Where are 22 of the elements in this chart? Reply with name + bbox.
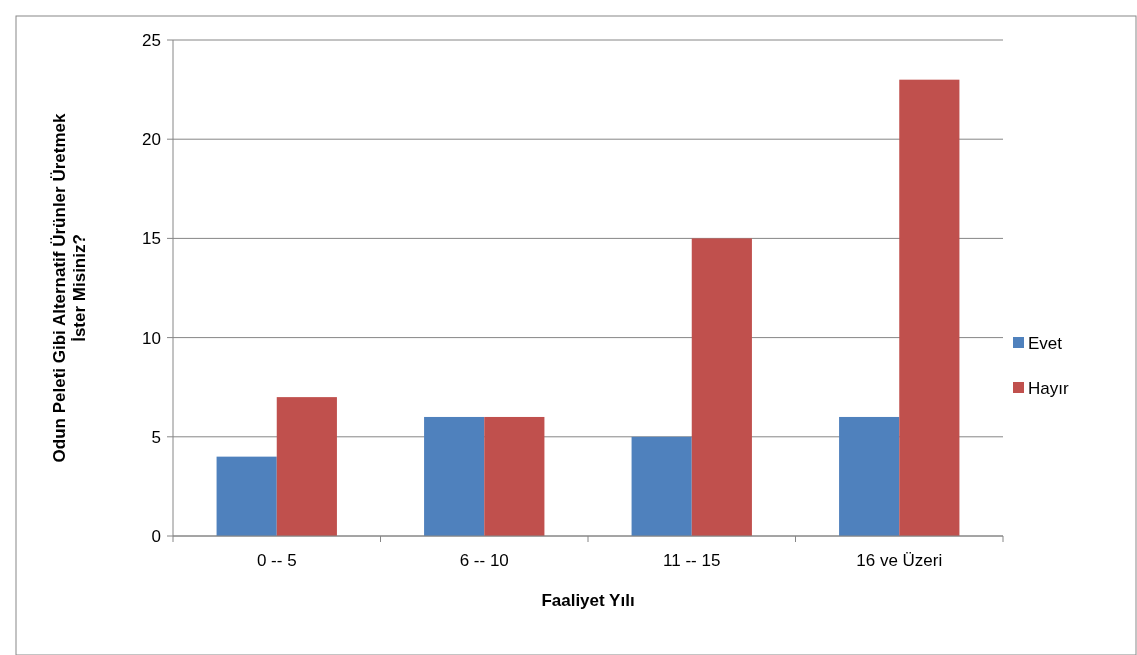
bar (899, 79, 960, 536)
x-tick-label: 11 -- 15 (663, 551, 721, 570)
bar (691, 238, 752, 536)
bar (631, 436, 692, 536)
legend-label: Hayır (1028, 378, 1069, 398)
x-axis-title: Faaliyet Yılı (541, 591, 635, 610)
bar (276, 397, 337, 536)
bar (424, 416, 485, 536)
x-tick-label: 6 -- 10 (459, 551, 509, 570)
y-tick-label: 20 (142, 130, 161, 150)
bar (484, 416, 545, 536)
x-tick-label: 16 ve Üzeri (856, 551, 943, 570)
y-axis-title: Odun Peleti Gibi Alternatif Ürünler Üretmek İster Misiniz? (49, 113, 90, 463)
x-tick-label: 0 -- 5 (256, 551, 297, 570)
y-tick-label: 0 (151, 526, 161, 546)
y-tick-label: 25 (142, 30, 161, 50)
y-tick-label: 10 (142, 328, 161, 348)
bar (216, 456, 277, 536)
y-tick-label: 15 (142, 229, 161, 249)
legend-label: Evet (1028, 333, 1063, 353)
y-tick-label: 5 (151, 427, 161, 447)
bar (839, 416, 900, 536)
